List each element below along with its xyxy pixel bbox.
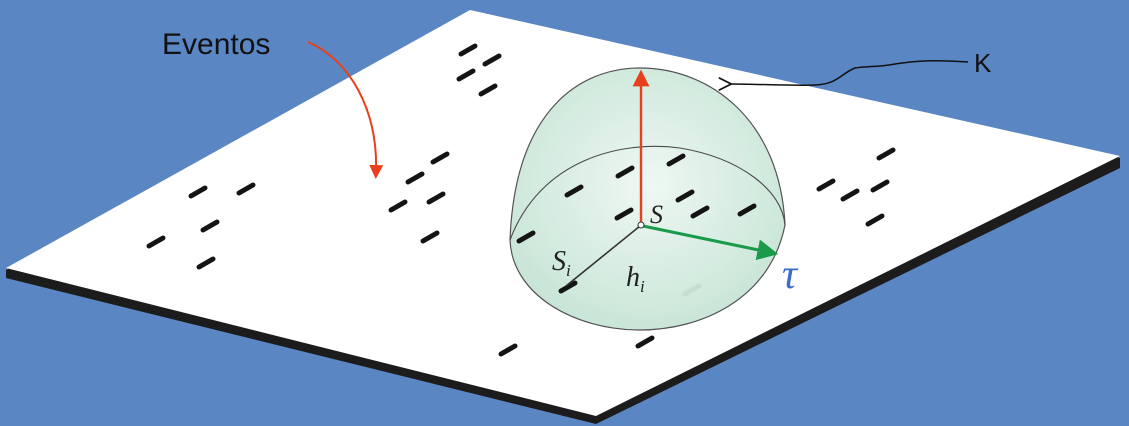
- events-pointer-arrow: [307, 41, 384, 179]
- event-mark: [498, 343, 518, 357]
- kernel-dome: [509, 67, 786, 331]
- event-mark: [865, 213, 885, 227]
- s-i-line: [565, 225, 641, 287]
- event-mark: [478, 83, 498, 97]
- k-pointer-arrow: [730, 59, 969, 86]
- event-marks-inside-dome: [516, 153, 757, 294]
- event-mark: [430, 151, 450, 165]
- s-i-label: Si: [552, 246, 571, 280]
- event-mark: [816, 178, 836, 192]
- event-mark: [200, 219, 220, 233]
- event-mark: [666, 153, 686, 167]
- dome-base-back-edge: [509, 145, 786, 241]
- event-mark: [146, 235, 166, 249]
- s-i-subscript: i: [566, 261, 571, 280]
- event-mark: [840, 188, 860, 202]
- event-mark: [558, 280, 578, 294]
- event-mark: [614, 207, 634, 221]
- event-mark: [675, 189, 695, 203]
- h-i-subscript: i: [640, 277, 645, 296]
- event-mark: [388, 199, 408, 213]
- h-i-base: h: [626, 262, 640, 293]
- event-mark: [426, 191, 446, 205]
- h-i-label: hi: [626, 262, 645, 296]
- event-mark: [236, 182, 256, 196]
- event-mark: [737, 203, 757, 217]
- event-mark: [564, 184, 584, 198]
- s-i-base: S: [552, 246, 566, 277]
- event-mark: [516, 230, 536, 244]
- event-mark: [870, 179, 890, 193]
- s-label: S: [650, 200, 663, 229]
- events-label: Eventos: [162, 28, 270, 61]
- event-mark: [188, 185, 208, 199]
- tau-label: τ: [782, 252, 799, 298]
- radius-arrow: [642, 224, 779, 261]
- event-mark: [482, 53, 502, 67]
- center-point: [637, 221, 645, 229]
- dome-surface: [509, 67, 786, 331]
- event-mark: [196, 256, 216, 270]
- event-mark: [615, 165, 635, 179]
- event-mark: [420, 230, 440, 244]
- event-mark: [456, 68, 476, 82]
- event-mark: [876, 147, 896, 161]
- k-label: K: [974, 48, 992, 78]
- event-mark: [405, 171, 425, 185]
- event-marks: [146, 43, 896, 357]
- event-mark: [458, 43, 478, 57]
- event-mark: [690, 205, 710, 219]
- event-mark: [635, 335, 655, 349]
